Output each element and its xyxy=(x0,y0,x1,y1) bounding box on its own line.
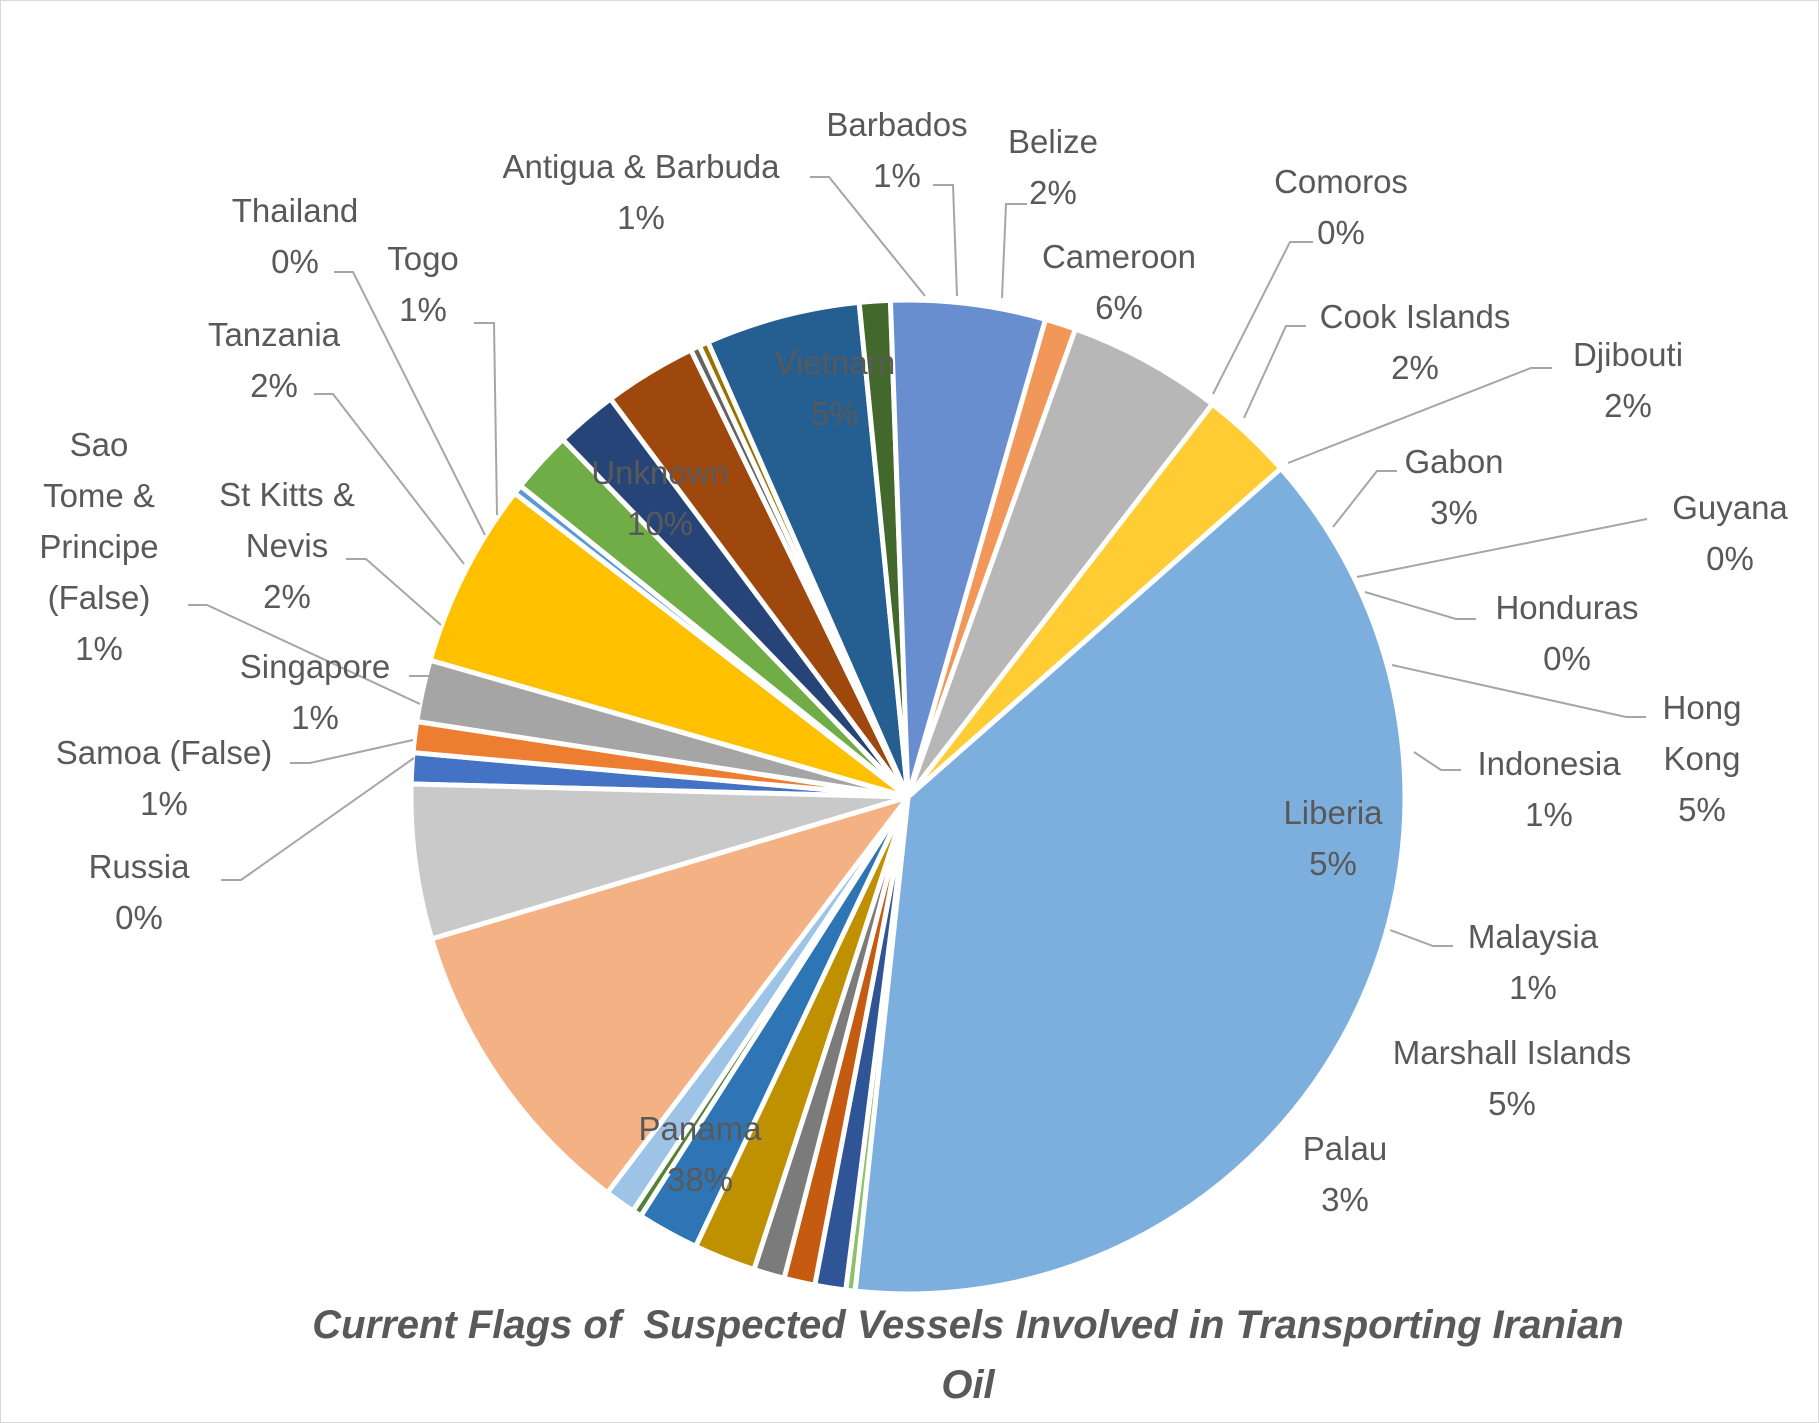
leader-line-antigua-and-barbuda xyxy=(810,176,926,297)
data-label-indonesia: Indonesia 1% xyxy=(1477,745,1621,833)
leader-line-barbados xyxy=(933,184,958,297)
data-label-guyana: Guyana 0% xyxy=(1672,489,1788,577)
data-label-cameroon: Cameroon 6% xyxy=(1042,238,1196,326)
data-label-marshall-islands: Marshall Islands 5% xyxy=(1393,1034,1631,1122)
data-label-antigua-and-barbuda: Antigua & Barbuda 1% xyxy=(502,148,780,236)
leader-line-tanzania xyxy=(314,393,465,565)
data-label-malaysia: Malaysia 1% xyxy=(1468,918,1599,1006)
leader-line-djibouti xyxy=(1287,367,1552,464)
data-label-singapore: Singapore 1% xyxy=(240,648,390,736)
data-label-barbados: Barbados 1% xyxy=(826,106,967,194)
leader-line-russia xyxy=(221,757,415,881)
leader-line-hong-kong xyxy=(1391,664,1646,718)
pie-slice-unknown xyxy=(429,794,911,1196)
pie-slice-marshall-islands xyxy=(905,326,1215,800)
data-label-thailand: Thailand 0% xyxy=(232,192,359,280)
leader-line-comoros xyxy=(1212,241,1313,395)
leader-line-indonesia xyxy=(1413,751,1461,771)
data-label-liberia: Liberia 5% xyxy=(1283,794,1383,882)
pie-slice-cameroon xyxy=(427,490,911,800)
data-label-vietnam: Vietnam 5% xyxy=(775,344,895,432)
leader-line-singapore xyxy=(409,675,435,686)
leader-line-gabon xyxy=(1332,470,1397,528)
leader-line-honduras xyxy=(1364,591,1476,620)
data-label-panama: Panama 38% xyxy=(639,1110,763,1198)
pie-slice-liberia xyxy=(887,297,1049,800)
data-label-honduras: Honduras 0% xyxy=(1495,589,1638,677)
data-label-sao-tome-and-principe-false: Sao Tome & Principe (False) 1% xyxy=(39,426,158,667)
leader-line-guyana xyxy=(1356,518,1648,578)
data-label-djibouti: Djibouti 2% xyxy=(1573,336,1683,424)
leader-line-sao-tome-and-principe-false xyxy=(188,604,421,705)
data-label-unknown: Unknown 10% xyxy=(591,454,729,542)
data-label-cook-islands: Cook Islands 2% xyxy=(1320,298,1511,386)
leader-line-samoa-false xyxy=(290,739,414,764)
leader-line-cook-islands xyxy=(1243,325,1306,419)
leader-line-belize xyxy=(1001,203,1027,299)
data-label-palau: Palau 3% xyxy=(1303,1130,1387,1218)
data-label-st-kitts-and-nevis: St Kitts & Nevis 2% xyxy=(219,476,355,615)
data-label-samoa-false: Samoa (False) 1% xyxy=(56,734,272,822)
leader-line-togo xyxy=(474,322,498,516)
data-label-togo: Togo 1% xyxy=(387,240,459,328)
leader-line-thailand xyxy=(334,271,486,536)
leader-line-st-kitts-and-nevis xyxy=(346,558,442,626)
leader-line-malaysia xyxy=(1389,929,1453,947)
data-label-hong-kong: Hong Kong 5% xyxy=(1663,689,1742,828)
data-label-russia: Russia 0% xyxy=(89,848,191,936)
data-label-comoros: Comoros 0% xyxy=(1274,163,1408,251)
data-label-tanzania: Tanzania 2% xyxy=(208,316,341,404)
chart-title: Current Flags of Suspected Vessels Invol… xyxy=(312,1303,1623,1407)
pie-slice-hong-kong xyxy=(705,299,911,800)
data-label-belize: Belize 2% xyxy=(1008,123,1098,211)
data-label-gabon: Gabon 3% xyxy=(1404,443,1503,531)
pie-slice-vietnam xyxy=(408,781,911,942)
pie-slice-panama xyxy=(852,465,1408,1297)
